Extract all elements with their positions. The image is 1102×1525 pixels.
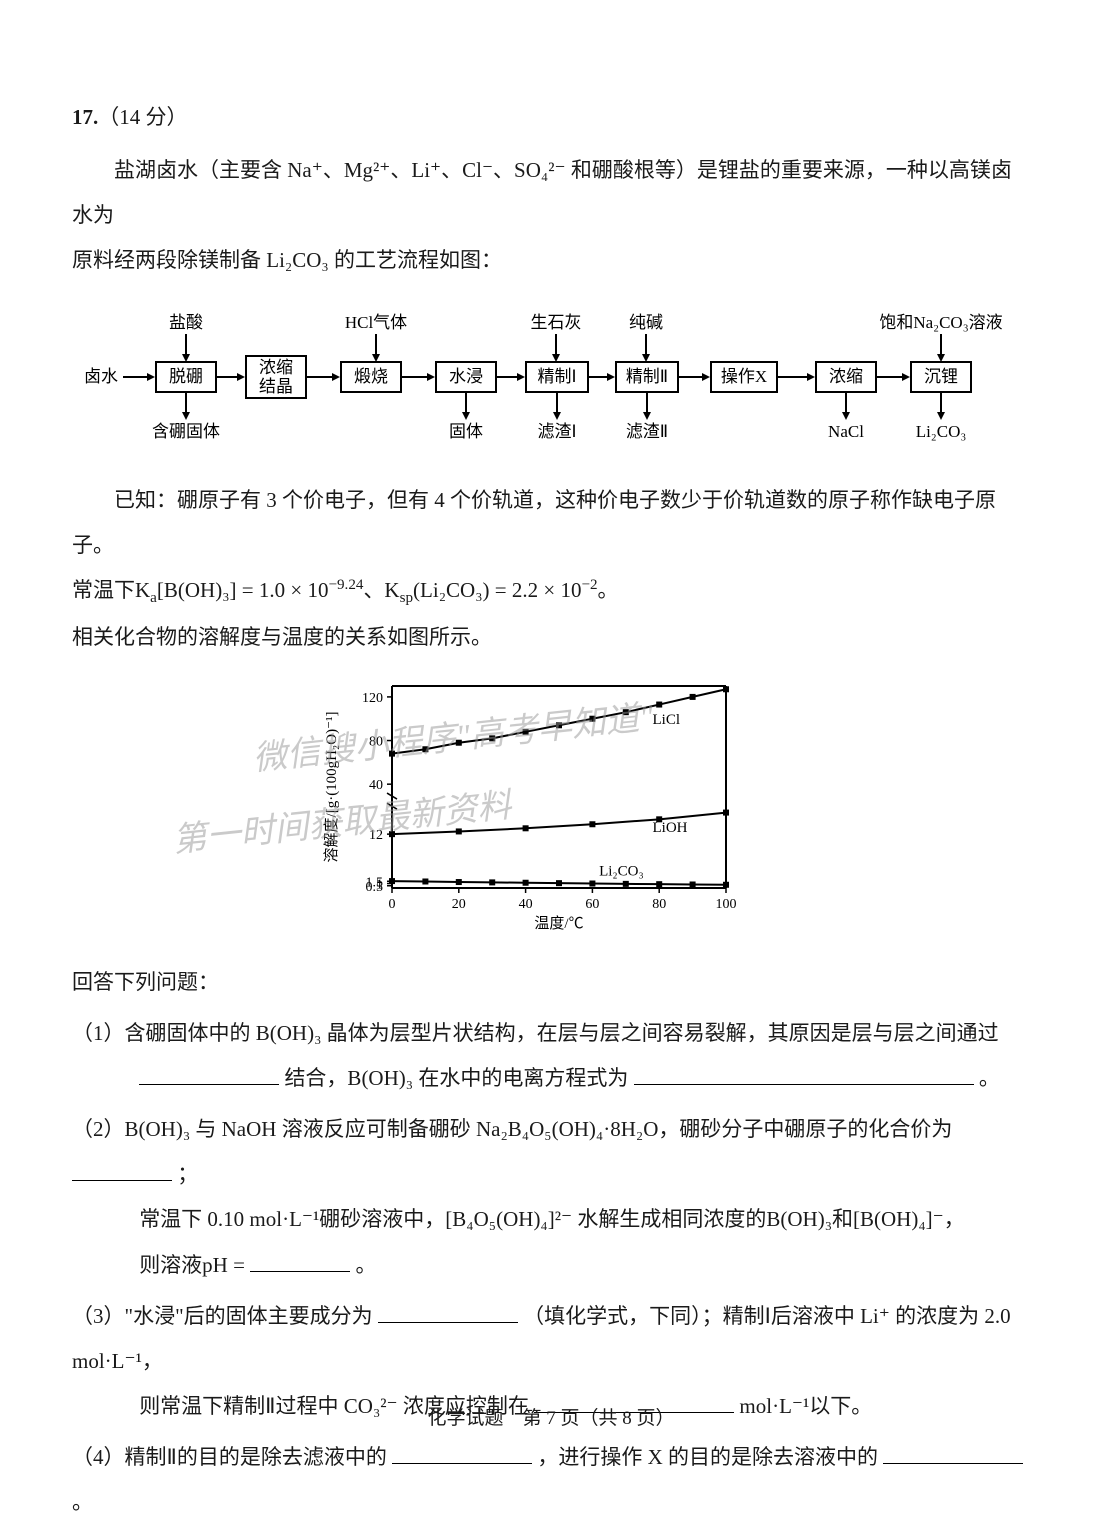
svg-text:固体: 固体	[449, 422, 483, 441]
flow-top-2: 生石灰	[531, 313, 582, 332]
svg-text:温度/℃: 温度/℃	[534, 915, 583, 932]
blank-q1b[interactable]	[634, 1064, 974, 1085]
k2sub2: sp	[400, 590, 413, 606]
q4b-text: ，进行操作 X 的目的是除去溶液中的	[537, 1445, 878, 1469]
svg-text:卤水: 卤水	[84, 367, 118, 386]
blank-q4a[interactable]	[392, 1443, 532, 1464]
svg-text:水浸: 水浸	[449, 367, 483, 386]
flow-top-3: 纯碱	[629, 313, 663, 332]
q4c-text: 。	[72, 1490, 93, 1514]
flowchart-svg: 盐酸 HCl气体 生石灰 纯碱 饱和Na₂CO₃溶液 卤水 脱硼 浓缩结晶 煅烧…	[71, 312, 1031, 442]
q1b-text: 结合，B(OH)₃ 在水中的电离方程式为	[284, 1066, 628, 1090]
svg-text:精制Ⅱ: 精制Ⅱ	[626, 367, 668, 386]
svg-text:精制Ⅰ: 精制Ⅰ	[537, 367, 576, 386]
process-flowchart: 盐酸 HCl气体 生石灰 纯碱 饱和Na₂CO₃溶液 卤水 脱硼 浓缩结晶 煅烧…	[72, 312, 1030, 442]
svg-text:脱硼: 脱硼	[169, 367, 203, 386]
q2a-text: （2）B(OH)₃ 与 NaOH 溶液反应可制备硼砂 Na₂B₄O₅(OH)₄·…	[72, 1117, 952, 1141]
svg-text:LiCl: LiCl	[653, 712, 681, 728]
svg-text:NaCl: NaCl	[828, 422, 864, 441]
svg-text:滤渣Ⅱ: 滤渣Ⅱ	[626, 422, 668, 441]
known-line3: 相关化合物的溶解度与温度的关系如图所示。	[72, 615, 1030, 660]
svg-text:120: 120	[362, 691, 383, 706]
svg-text:80: 80	[369, 734, 383, 749]
svg-text:滤渣Ⅰ: 滤渣Ⅰ	[537, 422, 576, 441]
k2end: 。	[598, 578, 619, 602]
svg-text:80: 80	[652, 897, 666, 912]
svg-text:100: 100	[716, 897, 737, 912]
q4-line1: （4）精制Ⅱ的目的是除去滤液中的 ，进行操作 X 的目的是除去溶液中的 。	[72, 1435, 1030, 1525]
svg-text:40: 40	[519, 897, 533, 912]
answer-prompt: 回答下列问题：	[72, 960, 1030, 1005]
known-line2: 常温下Ka[B(OH)₃] = 1.0 × 10−9.24、Ksp(Li₂CO₃…	[72, 568, 1030, 615]
q2-line3: 则溶液pH = 。	[72, 1243, 1030, 1288]
flow-top-4: 饱和Na₂CO₃溶液	[879, 313, 1002, 332]
svg-text:结晶: 结晶	[259, 377, 293, 396]
solubility-chart: 40801200.511.512020406080100温度/℃溶解度/[g·(…	[316, 672, 786, 952]
blank-q2c[interactable]	[250, 1251, 350, 1272]
k2e2: −2	[581, 577, 597, 593]
intro-line1: 盐湖卤水（主要含 Na⁺、Mg²⁺、Li⁺、Cl⁻、SO₄²⁻ 和硼酸根等）是锂…	[72, 148, 1030, 238]
svg-text:Li₂CO₃: Li₂CO₃	[599, 863, 644, 879]
q2c-end: 。	[355, 1253, 376, 1277]
svg-text:操作X: 操作X	[721, 367, 767, 386]
svg-text:溶解度/[g·(100gH₂O)⁻¹]: 溶解度/[g·(100gH₂O)⁻¹]	[323, 711, 340, 862]
q1b-end: 。	[979, 1066, 1000, 1090]
flow-top-0: 盐酸	[169, 313, 203, 332]
question-number: 17.	[72, 105, 98, 129]
svg-text:Li₂CO₃: Li₂CO₃	[916, 422, 967, 441]
intro-line2: 原料经两段除镁制备 Li₂CO₃ 的工艺流程如图：	[72, 238, 1030, 283]
q2c-text: 则溶液pH =	[139, 1253, 250, 1277]
k2e1: −9.24	[328, 577, 363, 593]
svg-text:浓缩: 浓缩	[259, 358, 293, 377]
k2d: (Li₂CO₃) = 2.2 × 10	[413, 578, 581, 602]
solubility-chart-wrap: 40801200.511.512020406080100温度/℃溶解度/[g·(…	[72, 672, 1030, 952]
q2-line2: 常温下 0.10 mol·L⁻¹硼砂溶液中，[B₄O₅(OH)₄]²⁻ 水解生成…	[72, 1197, 1030, 1242]
q1-line1: （1）含硼固体中的 B(OH)₃ 晶体为层型片状结构，在层与层之间容易裂解，其原…	[72, 1011, 1030, 1056]
q1-line2: 结合，B(OH)₃ 在水中的电离方程式为 。	[72, 1056, 1030, 1101]
svg-text:LiOH: LiOH	[653, 820, 688, 836]
page-footer: 化学试题 第 7 页（共 8 页）	[0, 1399, 1102, 1440]
svg-text:40: 40	[369, 778, 383, 793]
svg-text:沉锂: 沉锂	[924, 367, 958, 386]
svg-text:含硼固体: 含硼固体	[152, 422, 220, 441]
question-points: （14 分）	[98, 105, 187, 129]
svg-text:0: 0	[389, 897, 396, 912]
blank-q2a[interactable]	[72, 1160, 172, 1181]
svg-text:12: 12	[369, 828, 383, 843]
svg-text:浓缩: 浓缩	[829, 367, 863, 386]
q2a-end: ；	[177, 1162, 198, 1186]
blank-q1a[interactable]	[139, 1064, 279, 1085]
k2c: 、K	[363, 578, 399, 602]
k2sub: a	[150, 590, 157, 606]
k2b: [B(OH)₃] = 1.0 × 10	[157, 578, 329, 602]
svg-text:1.5: 1.5	[366, 875, 384, 890]
k2a: 常温下K	[72, 578, 150, 602]
q2-line1: （2）B(OH)₃ 与 NaOH 溶液反应可制备硼砂 Na₂B₄O₅(OH)₄·…	[72, 1107, 1030, 1197]
q4a-text: （4）精制Ⅱ的目的是除去滤液中的	[72, 1445, 387, 1469]
known-line1: 已知：硼原子有 3 个价电子，但有 4 个价轨道，这种价电子数少于价轨道数的原子…	[72, 478, 1030, 568]
question-header: 17.（14 分）	[72, 95, 1030, 140]
blank-q4b[interactable]	[883, 1443, 1023, 1464]
flow-top-1: HCl气体	[345, 313, 407, 332]
svg-text:60: 60	[585, 897, 599, 912]
q3a-text: （3）"水浸"后的固体主要成分为	[72, 1304, 373, 1328]
svg-text:煅烧: 煅烧	[354, 367, 388, 386]
svg-text:20: 20	[452, 897, 466, 912]
blank-q3a[interactable]	[378, 1302, 518, 1323]
q3-line1: （3）"水浸"后的固体主要成分为 （填化学式，下同）；精制Ⅰ后溶液中 Li⁺ 的…	[72, 1294, 1030, 1384]
